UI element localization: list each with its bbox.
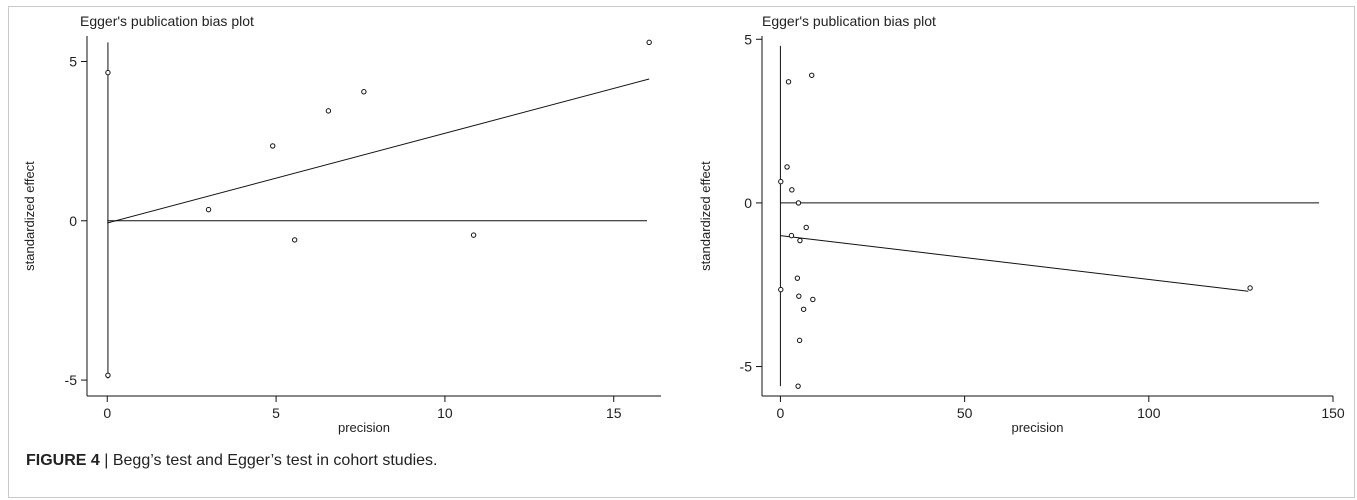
x-tick-label: 0 (777, 405, 785, 421)
x-tick-label: 0 (103, 405, 111, 421)
data-point (796, 293, 802, 299)
data-point (325, 108, 332, 114)
regression-line (780, 235, 1249, 292)
plot-title: Egger's publication bias plot (80, 13, 254, 29)
data-point (803, 224, 809, 231)
data-point (809, 72, 815, 78)
y-tick-label: 5 (69, 53, 77, 69)
figure-frame (8, 6, 1355, 498)
data-point (1247, 285, 1253, 291)
plot-title: Egger's publication bias plot (762, 13, 936, 29)
data-point (810, 296, 816, 303)
data-point (470, 232, 477, 238)
figure-caption: FIGURE 4 | Begg’s test and Egger’s test … (26, 452, 437, 470)
y-tick-label: -5 (65, 372, 78, 388)
data-point (105, 372, 111, 378)
y-axis-label: standardized effect (22, 161, 37, 271)
data-point (789, 187, 795, 193)
data-point (361, 89, 367, 95)
y-tick-label: -5 (740, 359, 753, 375)
x-tick-label: 150 (1321, 405, 1345, 421)
data-point (646, 39, 652, 46)
data-point (270, 143, 276, 149)
data-point (788, 232, 795, 239)
data-point (778, 178, 784, 185)
y-axis-label: standardized effect (698, 161, 713, 271)
data-point (291, 237, 298, 243)
data-point (785, 79, 792, 85)
x-tick-label: 10 (437, 405, 453, 421)
data-point (205, 206, 212, 213)
y-tick-label: 0 (69, 213, 77, 229)
data-point (794, 275, 801, 281)
egger-plot-left: Egger's publication bias plot -5 0 5 0 5 10 15 p… (22, 13, 661, 435)
data-point (795, 383, 801, 389)
x-axis-label: precision (1011, 420, 1063, 435)
x-tick-label: 50 (957, 405, 973, 421)
x-tick-label: 15 (606, 405, 622, 421)
data-point (800, 306, 807, 312)
data-point (797, 237, 803, 244)
data-point (784, 164, 790, 170)
y-tick-label: 5 (744, 31, 752, 47)
figure-number: FIGURE 4 (26, 452, 100, 469)
data-point (796, 337, 803, 344)
regression-line (107, 78, 650, 224)
x-tick-label: 100 (1137, 405, 1161, 421)
x-tick-label: 5 (272, 405, 280, 421)
data-point (795, 200, 802, 206)
y-tick-label: 0 (744, 195, 752, 211)
x-axis-label: precision (338, 420, 390, 435)
data-point (778, 286, 784, 293)
data-point (105, 69, 111, 76)
caption-text: | Begg’s test and Egger’s test in cohort… (99, 452, 438, 469)
